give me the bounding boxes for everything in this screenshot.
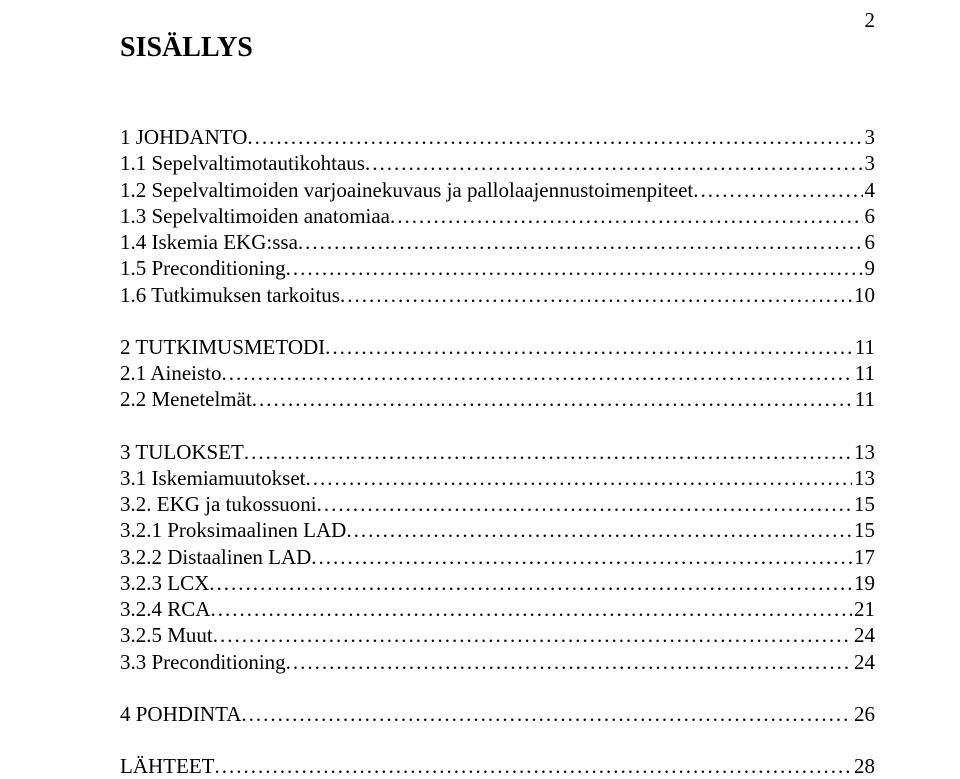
toc-row: 3.1 Iskemiamuutokset 13 xyxy=(120,465,875,491)
toc-page-number: 11 xyxy=(853,360,875,386)
toc-page-number: 15 xyxy=(852,491,875,517)
toc-leader xyxy=(390,203,862,229)
toc-page-number: 6 xyxy=(863,229,876,255)
toc-label: 1.3 Sepelvaltimoiden anatomiaa xyxy=(120,203,390,229)
toc-page-number: 13 xyxy=(852,439,875,465)
toc-page-number: 6 xyxy=(863,203,876,229)
toc-row: 3.2.2 Distaalinen LAD 17 xyxy=(120,544,875,570)
toc-label: 1.4 Iskemia EKG:ssa xyxy=(120,229,298,255)
toc-leader xyxy=(305,465,852,491)
toc-row: 3.2.1 Proksimaalinen LAD 15 xyxy=(120,517,875,543)
toc-row: 1.4 Iskemia EKG:ssa 6 xyxy=(120,229,875,255)
toc-leader xyxy=(346,517,852,543)
toc-row: 3.2. EKG ja tukossuoni 15 xyxy=(120,491,875,517)
toc-page-number: 28 xyxy=(852,753,875,779)
toc-label: 2 TUTKIMUSMETODI xyxy=(120,334,325,360)
toc-leader xyxy=(286,255,863,281)
toc-label: 3.2.3 LCX xyxy=(120,570,209,596)
toc-page-number: 11 xyxy=(853,334,875,360)
toc-page-number: 24 xyxy=(852,649,875,675)
toc-leader xyxy=(241,701,852,727)
toc-row: 3.3 Preconditioning 24 xyxy=(120,649,875,675)
toc-leader xyxy=(244,439,852,465)
toc-row: 1.3 Sepelvaltimoiden anatomiaa 6 xyxy=(120,203,875,229)
toc-label: 3 TULOKSET xyxy=(120,439,244,465)
table-of-contents: 1 JOHDANTO 3 1.1 Sepelvaltimotautikohtaus 3… xyxy=(120,124,875,779)
toc-page-number: 26 xyxy=(852,701,875,727)
toc-page-number: 15 xyxy=(852,517,875,543)
toc-row: 3.2.3 LCX 19 xyxy=(120,570,875,596)
toc-leader xyxy=(247,124,862,150)
toc-page-number: 24 xyxy=(852,622,875,648)
toc-leader xyxy=(340,282,852,308)
toc-leader xyxy=(298,229,863,255)
toc-leader xyxy=(286,649,852,675)
toc-label: 1 JOHDANTO xyxy=(120,124,247,150)
toc-spacer xyxy=(120,413,875,439)
toc-row: 1 JOHDANTO 3 xyxy=(120,124,875,150)
toc-row: 1.1 Sepelvaltimotautikohtaus 3 xyxy=(120,150,875,176)
toc-leader xyxy=(213,622,852,648)
toc-page-number: 9 xyxy=(863,255,876,281)
toc-row: 2.1 Aineisto 11 xyxy=(120,360,875,386)
toc-label: 1.6 Tutkimuksen tarkoitus xyxy=(120,282,340,308)
toc-page-number: 19 xyxy=(852,570,875,596)
toc-page-number: 4 xyxy=(863,177,876,203)
toc-row: 3.2.4 RCA 21 xyxy=(120,596,875,622)
toc-label: LÄHTEET xyxy=(120,753,214,779)
toc-leader xyxy=(365,150,863,176)
toc-leader xyxy=(693,177,862,203)
toc-label: 3.2.2 Distaalinen LAD xyxy=(120,544,311,570)
toc-leader xyxy=(214,753,852,779)
toc-label: 1.5 Preconditioning xyxy=(120,255,286,281)
toc-page-number: 17 xyxy=(852,544,875,570)
toc-row: 1.5 Preconditioning 9 xyxy=(120,255,875,281)
toc-leader xyxy=(209,570,852,596)
toc-page-number: 21 xyxy=(852,596,875,622)
toc-page-number: 10 xyxy=(852,282,875,308)
toc-leader xyxy=(222,360,853,386)
toc-row: 3 TULOKSET 13 xyxy=(120,439,875,465)
toc-label: 3.2.4 RCA xyxy=(120,596,210,622)
toc-row: 4 POHDINTA 26 xyxy=(120,701,875,727)
toc-row: 3.2.5 Muut 24 xyxy=(120,622,875,648)
toc-page-number: 3 xyxy=(863,150,876,176)
toc-leader xyxy=(325,334,853,360)
toc-label: 2.1 Aineisto xyxy=(120,360,222,386)
document-page: 2 SISÄLLYS 1 JOHDANTO31.1 Sepelvaltimota… xyxy=(0,0,960,778)
toc-leader xyxy=(311,544,852,570)
toc-spacer xyxy=(120,308,875,334)
toc-leader xyxy=(210,596,852,622)
toc-row: 2.2 Menetelmät 11 xyxy=(120,386,875,412)
toc-leader xyxy=(252,386,853,412)
toc-page-number: 11 xyxy=(853,386,875,412)
toc-label: 3.2.5 Muut xyxy=(120,622,213,648)
toc-label: 1.2 Sepelvaltimoiden varjoainekuvaus ja … xyxy=(120,177,693,203)
toc-label: 1.1 Sepelvaltimotautikohtaus xyxy=(120,150,365,176)
toc-label: 3.1 Iskemiamuutokset xyxy=(120,465,305,491)
toc-spacer xyxy=(120,727,875,753)
toc-page-number: 13 xyxy=(852,465,875,491)
toc-row: 1.2 Sepelvaltimoiden varjoainekuvaus ja … xyxy=(120,177,875,203)
toc-row: LÄHTEET 28 xyxy=(120,753,875,779)
page-number: 2 xyxy=(865,8,876,33)
toc-label: 2.2 Menetelmät xyxy=(120,386,252,412)
toc-label: 3.3 Preconditioning xyxy=(120,649,286,675)
toc-label: 3.2. EKG ja tukossuoni xyxy=(120,491,317,517)
toc-label: 3.2.1 Proksimaalinen LAD xyxy=(120,517,346,543)
toc-label: 4 POHDINTA xyxy=(120,701,241,727)
toc-row: 2 TUTKIMUSMETODI 11 xyxy=(120,334,875,360)
toc-heading: SISÄLLYS xyxy=(120,32,875,64)
toc-spacer xyxy=(120,675,875,701)
toc-row: 1.6 Tutkimuksen tarkoitus 10 xyxy=(120,282,875,308)
toc-leader xyxy=(317,491,852,517)
toc-page-number: 3 xyxy=(863,124,876,150)
